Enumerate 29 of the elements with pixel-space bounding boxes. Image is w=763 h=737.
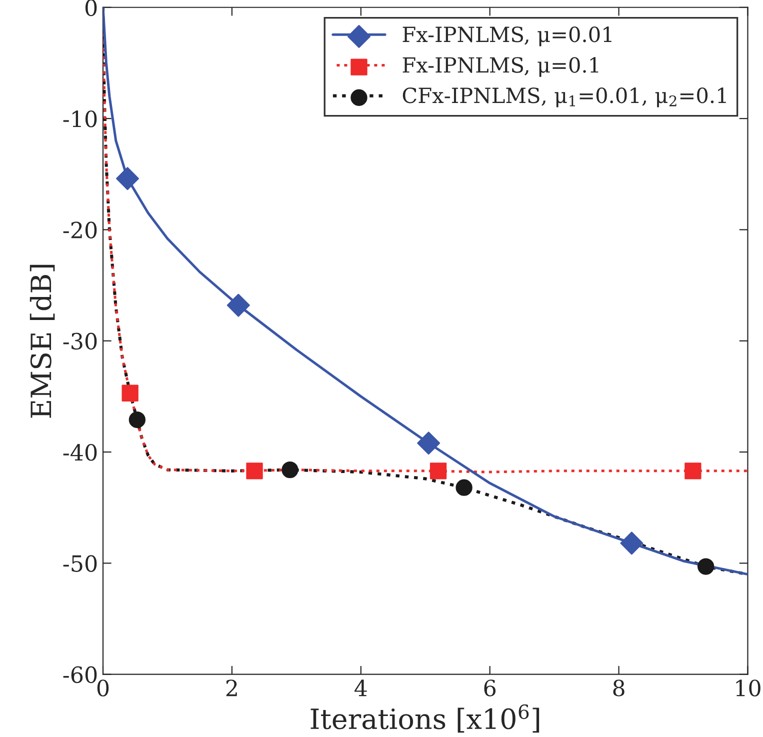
x-tick-label: 4 (354, 680, 367, 696)
point (456, 479, 472, 496)
y-tick-label: -60 (63, 666, 97, 684)
x-tick-label: 2 (226, 680, 237, 696)
y-tick-label: -20 (63, 222, 97, 238)
point (620, 532, 644, 555)
x-tick-label: 8 (613, 680, 624, 696)
point (282, 461, 298, 478)
y-axis-title: EMSE [dB] (30, 264, 55, 418)
point (116, 167, 140, 190)
legend-label: Fx-IPNLMS, μ=0.1 (402, 57, 598, 77)
point (122, 384, 138, 402)
x-tick-label: 10 (736, 680, 760, 696)
y-tick-label: -50 (63, 555, 97, 572)
y-tick-label: -30 (63, 332, 97, 350)
point (684, 462, 702, 480)
x-tick-label: 6 (484, 680, 496, 696)
point (128, 411, 146, 428)
point (417, 432, 440, 455)
y-tick-label: -40 (63, 444, 97, 461)
x-tick-label: 0 (97, 680, 109, 696)
y-tick-label: -10 (63, 110, 97, 128)
legend-label: Fx-IPNLMS, μ=0.01 (402, 26, 612, 46)
point (246, 462, 263, 480)
point (226, 294, 250, 317)
x-axis-title: Iterations [x10$^{6}$] (310, 704, 540, 733)
point (430, 462, 447, 480)
legend-label: CFx-IPNLMS, μ$_{1}$=0.01, μ$_{2}$=0.1 (402, 87, 726, 108)
point (698, 558, 714, 575)
